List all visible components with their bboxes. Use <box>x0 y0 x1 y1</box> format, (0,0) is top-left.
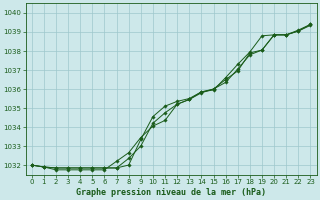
X-axis label: Graphe pression niveau de la mer (hPa): Graphe pression niveau de la mer (hPa) <box>76 188 266 197</box>
